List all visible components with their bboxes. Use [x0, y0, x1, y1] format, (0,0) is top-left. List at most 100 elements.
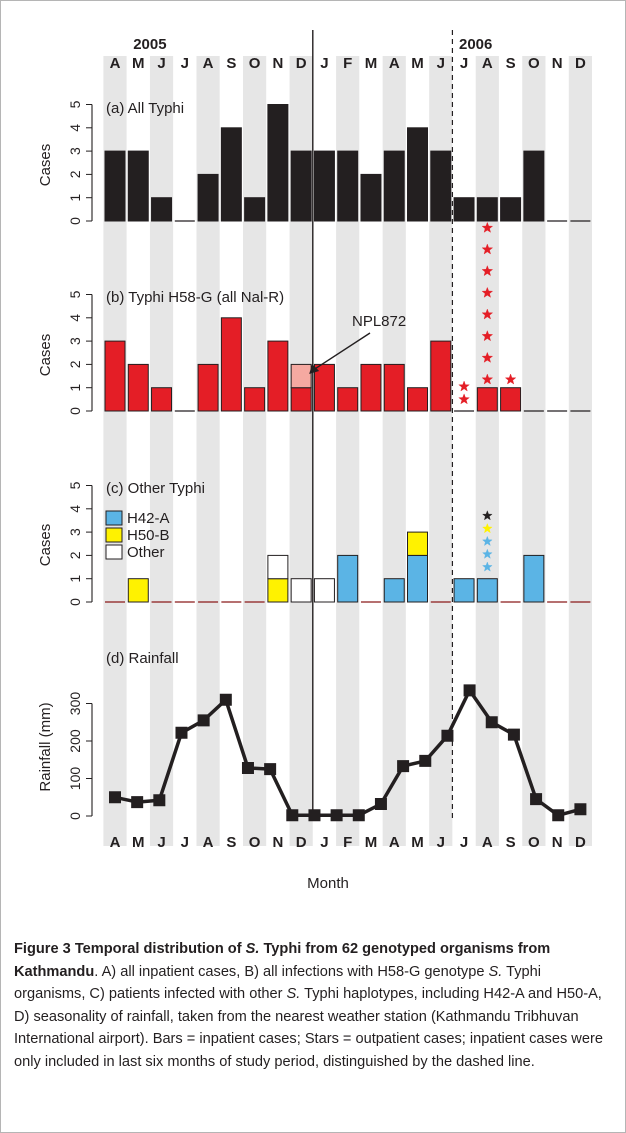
- month-label: N: [272, 55, 283, 72]
- month-label: S: [506, 834, 516, 851]
- panel-a: 0 1 2 3 4 5 Cases (a) All Typhi: [37, 100, 591, 225]
- bar: [383, 363, 405, 412]
- month-label: J: [437, 55, 445, 72]
- bar: [500, 197, 522, 222]
- rainfall-point: [530, 793, 543, 806]
- outpatient-star: [504, 373, 517, 385]
- chart-panels: 0 1 2 3 4 5 Cases (a) All Typhi 0 1 2 3 4 5 Cases (b) T…: [37, 100, 591, 822]
- rainfall-point: [308, 809, 321, 822]
- month-label: S: [506, 55, 516, 72]
- month-label: O: [249, 834, 261, 851]
- bar: [267, 578, 289, 603]
- legend-label: H42-A: [127, 510, 170, 527]
- rainfall-point: [197, 714, 210, 727]
- legend-label: H50-B: [127, 527, 170, 544]
- outpatient-star: [481, 265, 494, 277]
- rainfall-point: [175, 726, 188, 739]
- caption-species-2: S.: [286, 986, 301, 1002]
- month-label: D: [296, 834, 307, 851]
- y-tick-label: 200: [67, 729, 83, 753]
- month-stripe: [196, 56, 220, 846]
- annotation-arrow-head: [309, 364, 320, 375]
- caption-text: . A) all inpatient cases, B) all infecti…: [94, 963, 489, 980]
- month-label: O: [249, 55, 261, 72]
- month-stripe: [243, 56, 267, 846]
- outpatient-star: [482, 523, 493, 534]
- month-label: J: [157, 834, 165, 851]
- month-label: J: [320, 834, 328, 851]
- bar: [290, 387, 312, 412]
- rainfall-point: [286, 809, 299, 822]
- bar: [476, 578, 498, 603]
- month-label: J: [181, 834, 189, 851]
- annotation-arrow-line: [312, 332, 371, 371]
- month-label: O: [528, 834, 540, 851]
- y-tick-label: 1: [67, 384, 83, 392]
- bar: [407, 387, 429, 412]
- y-tick-label: 3: [67, 337, 83, 345]
- month-label: N: [272, 834, 283, 851]
- month-stripe: [522, 56, 546, 846]
- month-label: J: [437, 834, 445, 851]
- caption-species-1: S.: [488, 963, 503, 980]
- y-tick-label: 3: [67, 147, 83, 155]
- month-label: M: [132, 55, 145, 72]
- month-label: J: [157, 55, 165, 72]
- month-label: M: [365, 834, 378, 851]
- rainfall-point: [574, 803, 587, 816]
- y-tick-label: 2: [67, 170, 83, 178]
- month-stripes: [103, 56, 592, 846]
- y-tick-label: 4: [67, 124, 83, 132]
- bar: [197, 363, 219, 412]
- month-label: F: [343, 55, 352, 72]
- month-label: M: [411, 55, 424, 72]
- bar: [267, 340, 289, 412]
- outpatient-star: [481, 351, 494, 363]
- month-label: J: [460, 834, 468, 851]
- y-tick-label: 2: [67, 551, 83, 559]
- rainfall-point: [441, 729, 454, 742]
- month-label: N: [552, 55, 563, 72]
- bar: [360, 173, 382, 222]
- month-label: J: [181, 55, 189, 72]
- bar: [407, 531, 429, 556]
- year-label: 2006: [459, 36, 492, 53]
- legend-swatch: [105, 510, 123, 526]
- legend-swatch: [105, 544, 123, 560]
- bar: [407, 127, 429, 222]
- bar: [267, 104, 289, 222]
- rainfall-point: [219, 693, 232, 706]
- rainfall-point: [131, 796, 144, 809]
- bar: [313, 150, 335, 222]
- y-tick-label: 100: [67, 767, 83, 791]
- month-label: S: [226, 55, 236, 72]
- month-label: A: [110, 834, 121, 851]
- outpatient-star: [481, 373, 494, 385]
- outpatient-star: [482, 548, 493, 559]
- y-axis-label: Rainfall (mm): [37, 702, 54, 791]
- outpatient-star: [481, 286, 494, 298]
- bar: [220, 317, 242, 412]
- y-tick-label: 3: [67, 528, 83, 536]
- month-label: O: [528, 55, 540, 72]
- bar: [290, 363, 312, 389]
- bar: [430, 340, 452, 412]
- bar: [197, 173, 219, 222]
- x-axis-label: Month: [307, 875, 349, 892]
- period-dividers: [312, 30, 454, 818]
- y-tick-label: 4: [67, 314, 83, 322]
- month-label: A: [389, 834, 400, 851]
- panel-title: (a) All Typhi: [106, 100, 184, 117]
- bar: [523, 150, 545, 222]
- bar: [151, 387, 173, 412]
- bar: [290, 150, 312, 222]
- bar: [453, 197, 475, 222]
- month-label: N: [552, 834, 563, 851]
- panel-d: 0 100 200 300 Rainfall (mm) (d) Rainfall: [37, 650, 587, 822]
- y-tick-label: 0: [67, 407, 83, 415]
- year-label: 2005: [133, 36, 166, 53]
- y-tick-label: 1: [67, 575, 83, 583]
